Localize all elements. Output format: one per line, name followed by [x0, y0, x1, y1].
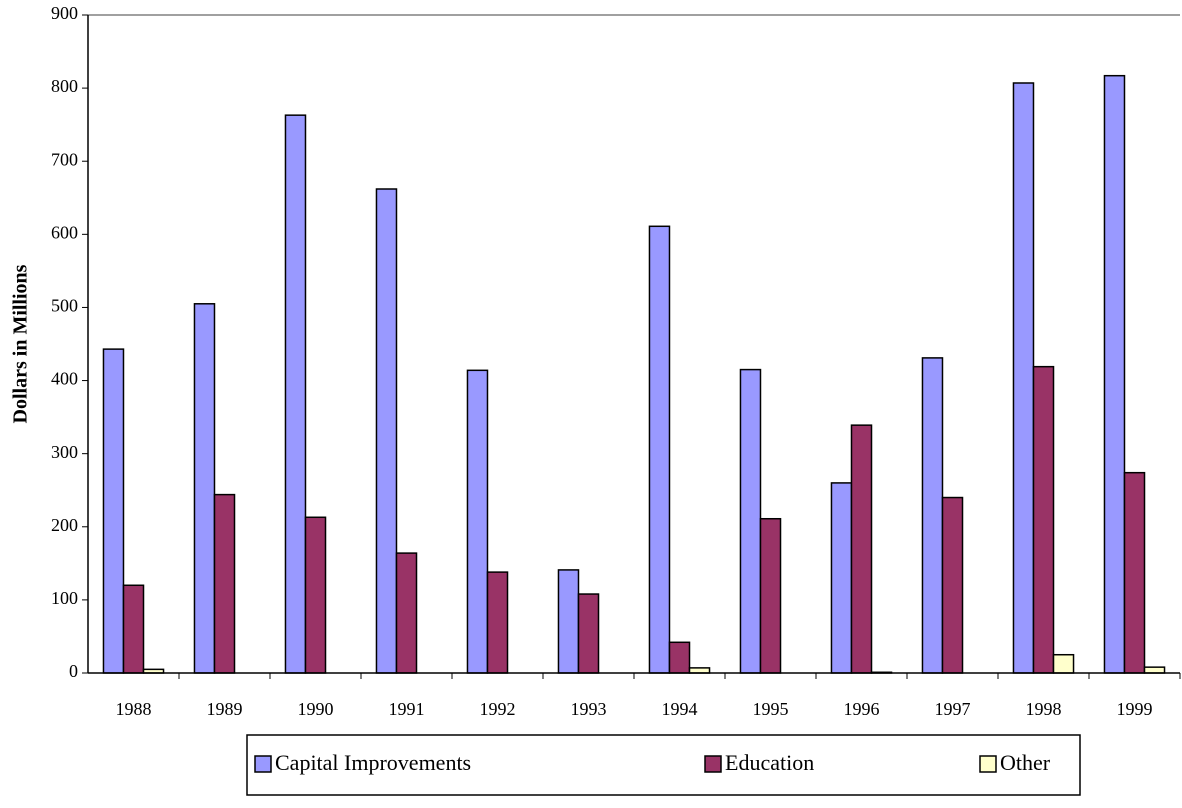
- bar: [921, 357, 944, 674]
- bar: [284, 114, 307, 674]
- x-tick-label: 1997: [935, 699, 971, 719]
- bar: [466, 369, 489, 674]
- legend-swatch: [704, 755, 722, 773]
- x-tick-label: 1992: [480, 699, 516, 719]
- x-tick-label: 1996: [844, 699, 880, 719]
- bar: [395, 552, 418, 674]
- x-tick-label: 1999: [1117, 699, 1153, 719]
- bar: [688, 667, 711, 674]
- bar: [1123, 471, 1146, 674]
- bar: [375, 188, 398, 674]
- x-tick-label: 1993: [571, 699, 607, 719]
- bar: [1103, 74, 1126, 674]
- x-tick-label: 1994: [662, 699, 698, 719]
- legend-box: [246, 734, 1081, 796]
- bar: [193, 303, 216, 674]
- x-tick-label: 1998: [1026, 699, 1062, 719]
- legend-label: Capital Improvements: [275, 750, 471, 775]
- x-tick-label: 1988: [116, 699, 152, 719]
- x-tick-label: 1989: [207, 699, 243, 719]
- legend-swatch: [254, 755, 272, 773]
- bar: [1052, 653, 1075, 674]
- bar: [577, 593, 600, 674]
- legend-label: Other: [1000, 750, 1051, 775]
- bar: [1032, 365, 1055, 674]
- y-tick-label: 300: [51, 442, 78, 462]
- y-tick-label: 800: [51, 76, 78, 96]
- bar: [648, 225, 671, 674]
- bar: [1012, 82, 1035, 674]
- y-tick-label: 0: [69, 661, 78, 681]
- bar: [850, 424, 873, 674]
- bar: [759, 517, 782, 674]
- bar: [668, 641, 691, 674]
- y-axis-title: Dollars in Millions: [10, 264, 32, 423]
- bar: [102, 348, 125, 674]
- y-tick-label: 200: [51, 515, 78, 535]
- bar: [1143, 666, 1166, 674]
- bar: [486, 571, 509, 674]
- legend-label: Education: [725, 750, 814, 775]
- legend-swatch: [979, 755, 997, 773]
- y-tick-label: 400: [51, 369, 78, 389]
- bar: [122, 584, 145, 674]
- x-tick-label: 1990: [298, 699, 334, 719]
- x-tick-label: 1995: [753, 699, 789, 719]
- bar: [213, 493, 236, 674]
- y-tick-label: 700: [51, 149, 78, 169]
- bar: [557, 569, 580, 674]
- bar: [941, 496, 964, 674]
- x-tick-label: 1991: [389, 699, 425, 719]
- y-tick-label: 900: [51, 3, 78, 23]
- bar: [830, 482, 853, 674]
- bar: [304, 516, 327, 674]
- y-tick-label: 600: [51, 222, 78, 242]
- y-tick-label: 500: [51, 296, 78, 316]
- bar: [739, 368, 762, 674]
- y-tick-label: 100: [51, 588, 78, 608]
